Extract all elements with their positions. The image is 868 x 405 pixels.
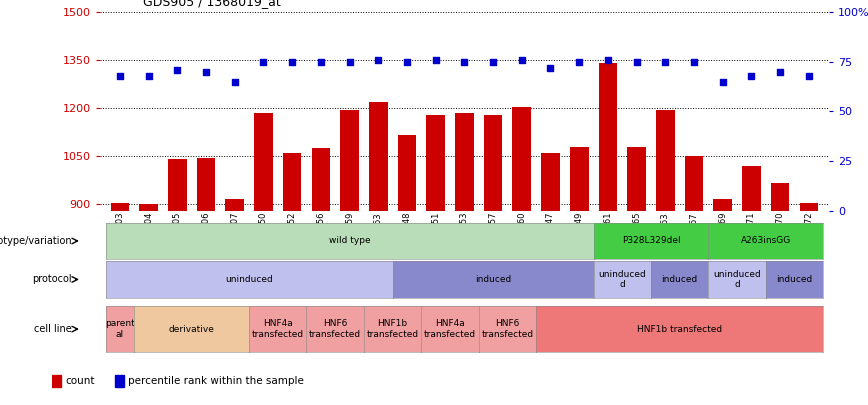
Bar — [254, 113, 273, 211]
Bar — [110, 202, 129, 211]
Text: HNF4a
transfected: HNF4a transfected — [252, 320, 304, 339]
Bar — [283, 153, 301, 211]
Text: HNF6
transfected: HNF6 transfected — [309, 320, 361, 339]
Point — [716, 79, 730, 85]
Text: GDS905 / 1368019_at: GDS905 / 1368019_at — [143, 0, 281, 8]
Text: HNF1b
transfected: HNF1b transfected — [366, 320, 418, 339]
Bar — [628, 147, 646, 211]
Bar — [599, 63, 617, 211]
Bar — [455, 113, 474, 211]
Text: HNF4a
transfected: HNF4a transfected — [424, 320, 476, 339]
Text: A263insGG: A263insGG — [740, 237, 791, 245]
Bar — [742, 166, 760, 211]
Bar — [570, 147, 589, 211]
Point — [572, 59, 586, 65]
Bar — [512, 107, 531, 211]
Point — [113, 72, 127, 79]
Text: cell line: cell line — [34, 324, 72, 334]
Point — [687, 59, 701, 65]
Bar — [197, 158, 215, 211]
Bar — [541, 153, 560, 211]
Bar — [713, 199, 732, 211]
Point — [227, 79, 241, 85]
Bar — [369, 102, 388, 211]
Text: parent
al: parent al — [105, 320, 135, 339]
Point — [745, 72, 759, 79]
Text: induced: induced — [475, 275, 511, 284]
Bar — [139, 204, 158, 211]
Text: protocol: protocol — [32, 275, 72, 284]
Text: P328L329del: P328L329del — [621, 237, 681, 245]
Point — [314, 59, 328, 65]
Point — [343, 59, 357, 65]
Point — [773, 68, 787, 75]
Text: HNF6
transfected: HNF6 transfected — [482, 320, 534, 339]
Point — [515, 57, 529, 63]
Text: uninduced: uninduced — [225, 275, 273, 284]
Point — [457, 59, 471, 65]
Point — [257, 59, 271, 65]
Text: HNF1b transfected: HNF1b transfected — [637, 324, 722, 334]
Text: count: count — [65, 376, 95, 386]
Point — [429, 57, 443, 63]
Point — [629, 59, 643, 65]
Point — [543, 64, 557, 71]
Point — [170, 66, 184, 73]
Bar — [685, 156, 703, 211]
Point — [486, 59, 500, 65]
Bar — [115, 375, 124, 387]
Point — [286, 59, 299, 65]
Point — [601, 57, 615, 63]
Bar — [340, 110, 358, 211]
Text: induced: induced — [776, 275, 812, 284]
Bar — [312, 148, 330, 211]
Point — [141, 72, 155, 79]
Bar — [483, 115, 503, 211]
Point — [400, 59, 414, 65]
Text: uninduced
d: uninduced d — [713, 270, 761, 289]
Text: genotype/variation: genotype/variation — [0, 236, 72, 246]
Text: uninduced
d: uninduced d — [598, 270, 646, 289]
Bar — [398, 135, 417, 211]
Bar — [771, 183, 790, 211]
Bar — [799, 202, 819, 211]
Text: percentile rank within the sample: percentile rank within the sample — [128, 376, 304, 386]
Bar — [426, 115, 445, 211]
Point — [802, 72, 816, 79]
Bar — [168, 160, 187, 211]
Point — [372, 57, 385, 63]
Point — [199, 68, 213, 75]
Point — [658, 59, 672, 65]
Bar — [52, 375, 62, 387]
Bar — [656, 110, 674, 211]
Text: induced: induced — [661, 275, 698, 284]
Text: derivative: derivative — [168, 324, 214, 334]
Bar — [226, 199, 244, 211]
Text: wild type: wild type — [329, 237, 371, 245]
